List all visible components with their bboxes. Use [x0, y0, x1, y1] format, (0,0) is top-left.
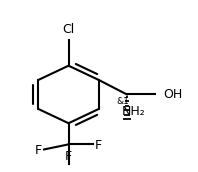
- Text: F: F: [35, 144, 42, 157]
- Text: NH₂: NH₂: [122, 105, 146, 118]
- Text: OH: OH: [163, 88, 183, 101]
- Text: F: F: [65, 150, 72, 163]
- Text: &1: &1: [116, 97, 129, 106]
- Text: F: F: [95, 139, 102, 152]
- Text: Cl: Cl: [62, 23, 75, 36]
